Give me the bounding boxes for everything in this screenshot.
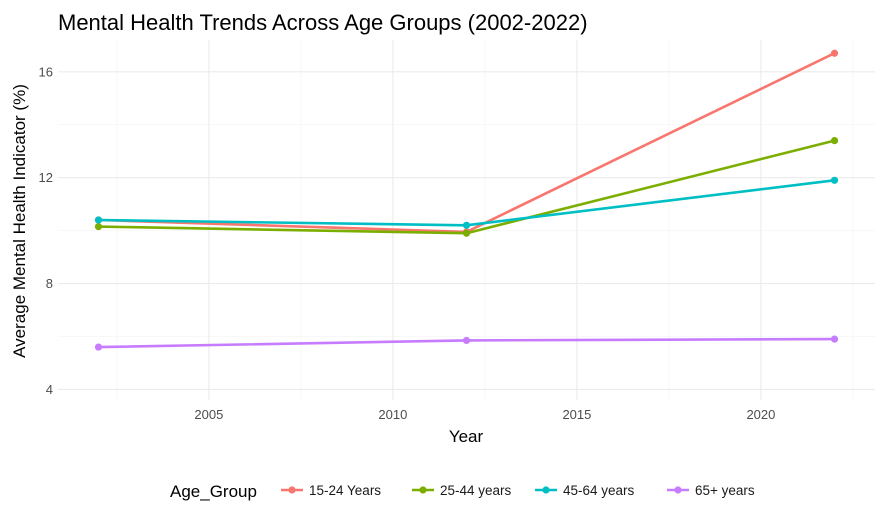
y-tick-label: 12 xyxy=(39,170,53,185)
x-axis-title: Year xyxy=(449,427,484,446)
y-tick-labels: 4 8 12 16 xyxy=(39,64,53,397)
data-point xyxy=(830,49,839,57)
chart-title: Mental Health Trends Across Age Groups (… xyxy=(58,10,588,35)
grid xyxy=(58,40,875,400)
x-tick-label: 2015 xyxy=(562,407,591,422)
data-point xyxy=(94,343,103,351)
legend-key-point xyxy=(288,486,296,494)
data-point xyxy=(462,229,471,237)
x-tick-label: 2010 xyxy=(378,407,407,422)
data-point xyxy=(830,136,839,145)
legend-label: 25-44 years xyxy=(440,483,512,498)
y-tick-label: 16 xyxy=(39,64,53,79)
data-point xyxy=(94,223,103,231)
data-point xyxy=(830,176,839,184)
legend-label: 15-24 Years xyxy=(309,483,381,498)
data-point xyxy=(94,216,103,224)
data-point xyxy=(462,336,471,345)
legend-key-point xyxy=(542,486,550,494)
y-tick-label: 4 xyxy=(46,382,53,397)
x-tick-labels: 2005 2010 2015 2020 xyxy=(194,407,775,422)
x-tick-label: 2005 xyxy=(194,407,223,422)
legend-key-point xyxy=(674,486,682,494)
legend-label: 45-64 years xyxy=(563,483,635,498)
legend-title: Age_Group xyxy=(170,482,257,501)
y-tick-label: 8 xyxy=(46,276,53,291)
legend-key-point xyxy=(419,486,427,494)
legend: Age_Group 15-24 Years 25-44 years 45-64 ye… xyxy=(170,482,755,501)
x-tick-label: 2020 xyxy=(746,407,775,422)
y-axis-title: Average Mental Health Indicator (%) xyxy=(10,84,29,358)
legend-label: 65+ years xyxy=(695,483,755,498)
data-point xyxy=(462,221,471,229)
series-lines xyxy=(94,49,839,351)
data-point xyxy=(830,335,839,343)
